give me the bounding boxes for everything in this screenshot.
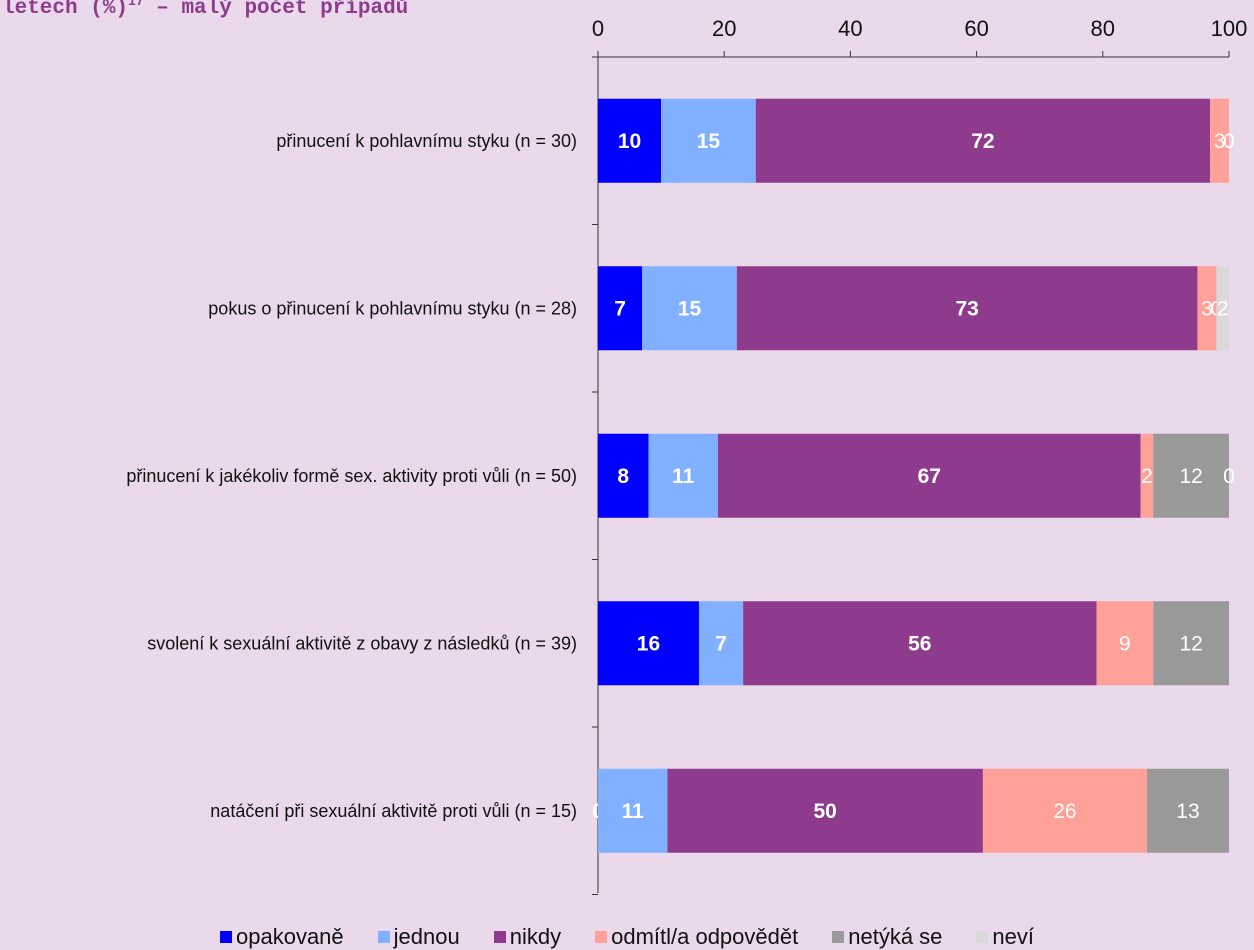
data-label: 67 — [918, 465, 941, 488]
x-tick-label: 40 — [838, 16, 862, 41]
x-tick-label: 100 — [1211, 16, 1248, 41]
chart-title-suffix: – malý počet případů — [143, 0, 409, 20]
data-label: 12 — [1179, 632, 1202, 655]
data-label: 9 — [1119, 632, 1131, 655]
data-label: 8 — [617, 465, 629, 488]
x-tick-label: 80 — [1091, 16, 1115, 41]
bar-segment — [755, 98, 1211, 183]
bar-segment — [1216, 266, 1229, 351]
data-label: 0 — [1223, 130, 1235, 153]
legend-item: netýká se — [832, 924, 942, 950]
bar-segment — [661, 98, 756, 183]
bar-segment — [648, 433, 718, 518]
legend-swatch — [832, 931, 845, 943]
category-label: svolení k sexuální aktivitě z obavy z ná… — [147, 633, 577, 653]
bar-segment — [743, 601, 1097, 686]
bar-segment — [1153, 601, 1229, 686]
legend-label: neví — [992, 924, 1034, 949]
legend-label: opakovaně — [236, 924, 344, 949]
bar-segment — [598, 433, 649, 518]
data-label: 3 — [1201, 297, 1213, 320]
category-label: natáčení při sexuální aktivitě proti vůl… — [210, 801, 577, 821]
bar-segment — [1153, 433, 1229, 518]
legend-label: netýká se — [848, 924, 943, 949]
bar-segment — [1146, 768, 1229, 853]
data-label: 7 — [715, 632, 727, 655]
data-label: 12 — [1179, 465, 1202, 488]
data-label: 10 — [618, 130, 641, 153]
legend-item: jednou — [377, 924, 460, 950]
legend-label: jednou — [393, 924, 460, 949]
data-label: 11 — [672, 465, 695, 488]
chart-title-footnote: 17 — [128, 0, 144, 9]
bar-segment — [736, 266, 1198, 351]
data-label: 56 — [908, 632, 931, 655]
x-tick-label: 20 — [712, 16, 736, 41]
legend-swatch — [976, 931, 989, 943]
legend-swatch — [220, 931, 232, 943]
data-label: 13 — [1176, 800, 1199, 823]
category-label: přinucení k jakékoliv formě sex. aktivit… — [126, 466, 577, 486]
data-label: 7 — [614, 297, 626, 320]
bar-segment — [642, 266, 737, 351]
bar-segment — [698, 601, 744, 686]
category-label: přinucení k pohlavnímu styku (n = 30) — [276, 131, 577, 151]
data-label: 3 — [1214, 130, 1226, 153]
legend-item: opakovaně — [220, 924, 344, 950]
legend-swatch — [493, 931, 506, 943]
legend-item: nikdy — [493, 924, 562, 950]
bar-segment — [667, 768, 983, 853]
data-label: 0 — [1223, 465, 1235, 488]
data-label: 50 — [813, 800, 836, 823]
bar-segment — [1140, 433, 1154, 518]
bar-segment — [1197, 266, 1217, 351]
legend-item: odmítl/a odpovědět — [595, 924, 798, 950]
data-label: 2 — [1217, 297, 1229, 320]
bar-segment — [1210, 98, 1229, 183]
data-label: 15 — [697, 130, 721, 153]
bar-segment — [598, 266, 643, 351]
data-label: 11 — [622, 800, 645, 823]
bar-segment — [1096, 601, 1154, 686]
data-label: 26 — [1053, 800, 1076, 823]
legend-swatch — [595, 931, 608, 943]
chart-title-text: letech (%) — [2, 0, 129, 20]
legend-item: neví — [976, 924, 1034, 950]
legend-label: odmítl/a odpovědět — [611, 924, 799, 949]
category-label: pokus o přinucení k pohlavnímu styku (n … — [208, 298, 577, 318]
legend-swatch — [377, 931, 390, 943]
bar-segment — [598, 98, 662, 183]
data-label: 72 — [971, 130, 994, 153]
chart-title: letech (%)17 – malý počet případů — [2, 0, 408, 20]
data-label: 2 — [1141, 465, 1153, 488]
bar-segment — [717, 433, 1141, 518]
bar-segment — [982, 768, 1147, 853]
bar-segment — [598, 601, 699, 686]
legend: opakovaně jednou nikdy odmítl/a odpovědět ne… — [0, 924, 1254, 950]
x-tick-label: 60 — [964, 16, 988, 41]
data-label: 73 — [955, 297, 978, 320]
x-tick-label: 0 — [592, 16, 604, 41]
data-label: 15 — [678, 297, 702, 320]
data-label: 16 — [637, 632, 660, 655]
legend-label: nikdy — [509, 924, 562, 949]
bar-segment — [598, 768, 668, 853]
